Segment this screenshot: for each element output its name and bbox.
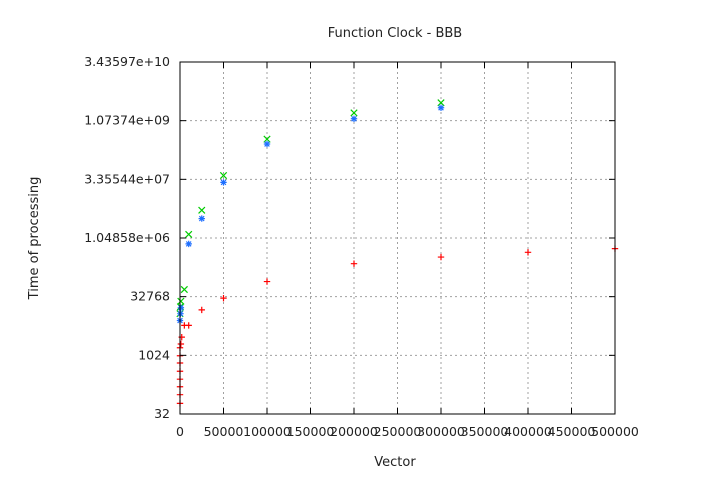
data-point xyxy=(263,278,271,285)
y-tick-label: 1.04858e+06 xyxy=(84,230,170,245)
data-point xyxy=(180,285,188,294)
data-point xyxy=(263,140,271,148)
x-tick-label: 100000 xyxy=(243,424,291,439)
x-tick-label: 200000 xyxy=(330,424,378,439)
data-point xyxy=(350,260,358,267)
x-axis-label: Vector xyxy=(374,455,416,470)
data-point xyxy=(524,249,532,256)
data-point xyxy=(263,135,271,143)
x-tick-label: 300000 xyxy=(417,424,465,439)
x-tick-label: 50000 xyxy=(204,424,244,439)
data-point xyxy=(350,109,358,117)
data-point xyxy=(350,115,358,122)
data-point xyxy=(177,297,185,305)
x-tick-label: 500000 xyxy=(591,424,639,439)
y-tick-label: 3.43597e+10 xyxy=(84,54,170,69)
data-point xyxy=(177,304,185,311)
data-point xyxy=(437,253,445,261)
data-point xyxy=(177,340,185,348)
y-axis-label: Time of processing xyxy=(27,177,42,301)
chart-title: Function Clock - BBB xyxy=(328,26,462,41)
data-point xyxy=(198,206,206,214)
x-tick-label: 150000 xyxy=(287,424,335,439)
data-point xyxy=(185,230,193,238)
axis-ticks: 0 50000 1000001500002000002500003000003500… xyxy=(84,54,639,439)
data-point xyxy=(220,294,227,302)
x-tick-label: 350000 xyxy=(461,424,509,439)
data-point xyxy=(220,179,227,186)
y-tick-label: 1.07374e+09 xyxy=(84,113,170,128)
data-point xyxy=(219,171,228,180)
x-tick-label: 450000 xyxy=(548,424,596,439)
x-tick-label: 250000 xyxy=(374,424,422,439)
data-point xyxy=(198,306,205,314)
data-point xyxy=(185,322,192,329)
y-tick-label: 3.35544e+07 xyxy=(84,171,170,186)
data-point xyxy=(437,104,445,111)
data-point xyxy=(437,99,445,107)
y-tick-label: 32 xyxy=(154,406,170,421)
x-tick-label: 400000 xyxy=(504,424,552,439)
x-tick-label: 0 xyxy=(176,424,184,439)
y-tick-label: 32768 xyxy=(130,289,170,304)
data-point xyxy=(185,240,192,248)
y-tick-label: 1024 xyxy=(138,347,170,362)
data-point xyxy=(198,215,205,222)
grid xyxy=(180,62,615,414)
